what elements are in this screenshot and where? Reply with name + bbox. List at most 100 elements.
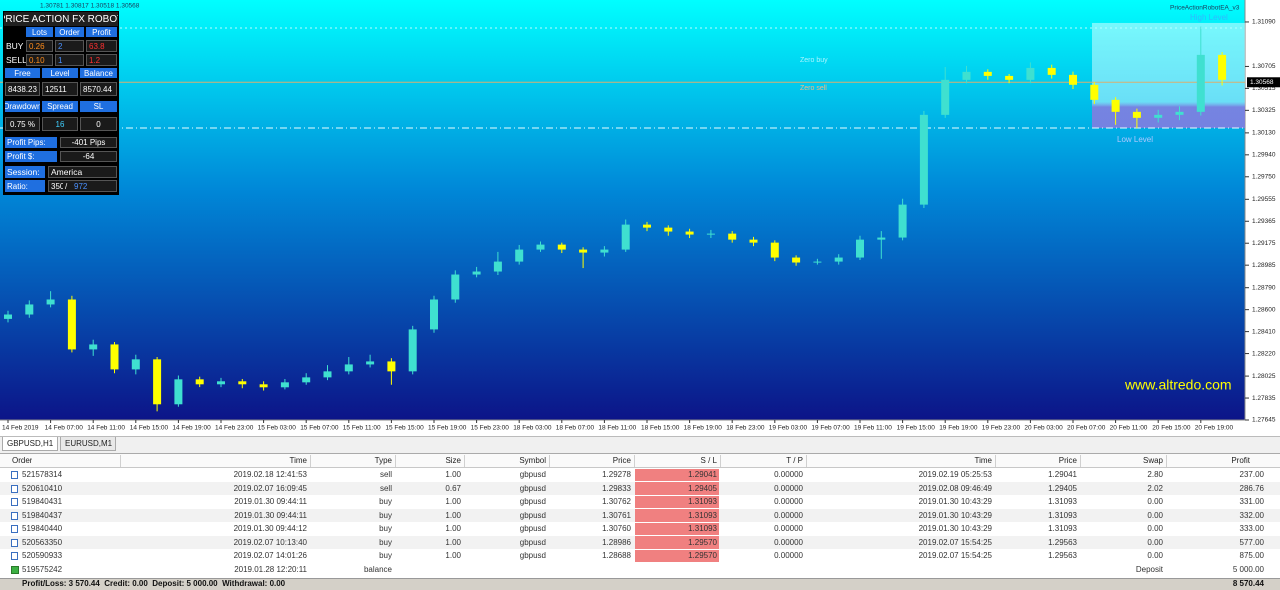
sl-cell <box>635 549 719 562</box>
table-cell: 1.30761 <box>602 510 631 520</box>
table-cell: 1.29563 <box>1048 537 1077 547</box>
x-tick-label: 14 Feb 23:00 <box>215 425 254 432</box>
ratio-label: Ratio: <box>5 180 45 192</box>
candle-body <box>153 359 162 405</box>
table-cell: 2019.02.07 15:54:25 <box>918 551 992 560</box>
x-tick-label: 15 Feb 11:00 <box>343 425 381 432</box>
table-cell: 2019.02.18 12:41:53 <box>233 470 307 479</box>
balance-profit: 5 000.00 <box>1232 564 1264 574</box>
candle-body <box>280 382 289 388</box>
balance-type: balance <box>363 564 392 574</box>
current-price-box <box>1247 77 1280 88</box>
candle-body <box>749 239 758 243</box>
x-tick-label: 14 Feb 19:00 <box>172 425 211 432</box>
candle-body <box>557 244 566 250</box>
table-cell: sell <box>379 470 392 479</box>
table-cell: 1.00 <box>445 537 461 547</box>
panel-title: PRICE ACTION FX ROBOT <box>4 12 118 26</box>
candle-body <box>898 204 907 238</box>
table-cell: 2019.01.30 09:44:11 <box>234 497 307 506</box>
session-label: Session: <box>5 166 45 178</box>
header-separator <box>1080 455 1081 467</box>
ratio-left: 350 <box>51 181 63 191</box>
table-cell: 521578314 <box>22 470 63 479</box>
table-cell: gbpusd <box>519 483 546 493</box>
table-cell: 520590933 <box>22 551 63 560</box>
side-orders: 1 <box>55 54 84 66</box>
table-cell: 1.00 <box>445 470 461 479</box>
candle-body <box>430 299 438 330</box>
candle-body <box>983 71 992 76</box>
table-cell: 0.00 <box>1147 497 1163 506</box>
x-tick-label: 19 Feb 15:00 <box>897 425 936 432</box>
table-cell: 0.00000 <box>774 483 803 493</box>
candle-body <box>1132 111 1141 118</box>
table-cell: sell <box>379 483 392 493</box>
zero-sell-label: Zero sell <box>800 85 827 92</box>
account-value: 8570.44 <box>80 82 117 96</box>
table-header <box>0 454 1280 468</box>
current-price-label: 1.30568 <box>1250 79 1274 86</box>
column-header: Size <box>445 456 461 465</box>
x-tick-label: 19 Feb 07:00 <box>811 425 850 432</box>
table-cell: 1.30762 <box>602 497 631 506</box>
y-tick-label: 1.29750 <box>1252 174 1276 181</box>
account-header: Balance <box>80 68 117 78</box>
risk-header: SL <box>80 101 117 112</box>
order-icon <box>11 484 18 493</box>
candle-body <box>1090 84 1099 100</box>
candle-body <box>579 249 588 253</box>
table-cell: 2019.02.07 14:01:26 <box>233 551 307 560</box>
time-axis-strip <box>0 420 1245 436</box>
header-separator <box>806 455 807 467</box>
table-cell: 0.00000 <box>774 470 803 479</box>
ratio-box <box>48 180 117 192</box>
table-row[interactable] <box>0 562 1280 576</box>
header-separator <box>995 455 996 467</box>
table-cell: 1.29041 <box>688 470 717 479</box>
candle-body <box>4 314 12 319</box>
balance-comment: Deposit <box>1135 564 1163 574</box>
table-cell: 0.00000 <box>774 551 803 560</box>
x-tick-label: 18 Feb 11:00 <box>598 425 636 432</box>
y-tick-label: 1.30705 <box>1252 63 1276 70</box>
y-tick-label: 1.29555 <box>1252 196 1276 203</box>
table-cell: 2019.02.19 05:25:53 <box>918 470 992 479</box>
table-cell: 0.00 <box>1147 524 1163 533</box>
x-tick-label: 20 Feb 15:00 <box>1152 425 1191 432</box>
y-tick-label: 1.28220 <box>1252 350 1276 357</box>
order-icon <box>11 525 18 533</box>
table-cell: 519840431 <box>22 497 63 506</box>
table-cell: gbpusd <box>519 470 546 479</box>
table-cell: 2.80 <box>1147 470 1163 479</box>
x-tick-label: 19 Feb 11:00 <box>854 425 892 432</box>
table-cell: 520563350 <box>22 537 63 547</box>
candle-body <box>259 384 268 388</box>
column-header: Time <box>974 456 992 465</box>
panel-header: Order <box>55 27 84 37</box>
balance-order: 519575242 <box>22 564 63 574</box>
candle-body <box>962 71 971 80</box>
table-cell: 332.00 <box>1239 510 1264 520</box>
account-header: Level <box>42 68 78 78</box>
x-tick-label: 15 Feb 15:00 <box>385 425 424 432</box>
column-header: Price <box>612 456 631 465</box>
candle-body <box>856 239 864 258</box>
candle-body <box>238 381 247 385</box>
profit-pips-label: Profit Pips: <box>5 137 57 148</box>
zero-buy-label: Zero buy <box>800 57 828 64</box>
candle-body <box>515 249 524 262</box>
candle-body <box>941 79 950 115</box>
x-tick-label: 14 Feb 07:00 <box>45 425 84 432</box>
table-cell: 1.29278 <box>602 470 631 479</box>
header-separator <box>395 455 396 467</box>
column-header: T / P <box>786 456 803 465</box>
candle-body <box>131 359 140 370</box>
low-level-label: Low Level <box>1117 135 1153 144</box>
chart-tab[interactable]: GBPUSD,H1 <box>2 437 58 451</box>
table-cell: 2019.01.30 10:43:29 <box>918 524 992 533</box>
chart-tab[interactable]: EURUSD,M1 <box>60 437 116 451</box>
x-tick-label: 19 Feb 03:00 <box>769 425 808 432</box>
profit-usd-value: -64 <box>60 151 117 162</box>
candle-body <box>366 361 375 365</box>
